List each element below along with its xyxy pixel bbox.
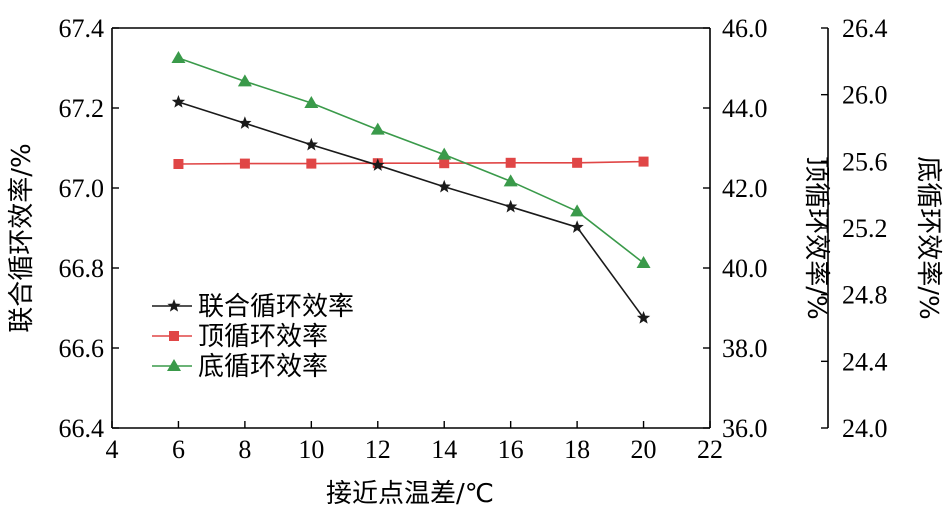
- data-point: [239, 158, 250, 169]
- x-tick-label: 18: [564, 435, 590, 464]
- x-tick-label: 10: [298, 435, 324, 464]
- left-y-tick-label: 67.2: [59, 94, 105, 123]
- data-point: [439, 158, 450, 169]
- series-line: [178, 101, 645, 319]
- data-point: [505, 157, 516, 168]
- series-layer: [171, 51, 651, 324]
- data-point: [304, 137, 318, 151]
- right-y-axis-title: 顶循环效率/%: [801, 156, 831, 319]
- outer-right-y-axis-title: 底循环效率/%: [913, 156, 943, 319]
- x-tick-label: 20: [631, 435, 657, 464]
- outer-right-y-tick-label: 25.2: [842, 214, 888, 243]
- data-point: [504, 199, 518, 213]
- legend-marker: [167, 299, 181, 312]
- outer-right-y-tick-label: 24.8: [842, 281, 888, 310]
- series-square: [173, 156, 649, 169]
- left-y-tick-label: 66.6: [59, 334, 105, 363]
- data-point: [237, 74, 252, 87]
- left-y-tick-label: 66.4: [59, 414, 105, 443]
- data-point: [437, 179, 451, 193]
- data-point: [437, 147, 452, 160]
- legend-item: 联合循环效率: [152, 292, 354, 322]
- data-point: [570, 204, 585, 217]
- data-point: [304, 96, 319, 108]
- right-y-tick-label: 38.0: [722, 334, 768, 363]
- outer-right-y-tick-label: 26.4: [842, 14, 888, 43]
- data-point: [636, 256, 651, 268]
- series-line: [178, 160, 644, 165]
- x-tick-label: 22: [697, 435, 723, 464]
- outer-right-y-tick-label: 26.0: [842, 81, 888, 110]
- data-point: [173, 159, 184, 169]
- left-y-tick-label: 67.4: [59, 14, 105, 43]
- data-point: [171, 95, 186, 108]
- right-y-tick-label: 36.0: [722, 414, 768, 443]
- data-point: [370, 122, 385, 135]
- data-point: [238, 116, 252, 129]
- data-point: [306, 158, 317, 169]
- series-triangle: [171, 51, 651, 268]
- x-tick-label: 4: [106, 435, 119, 464]
- legend-label: 顶循环效率: [198, 322, 328, 352]
- x-tick-label: 8: [238, 435, 251, 464]
- series-line: [178, 57, 645, 264]
- data-point: [171, 51, 186, 63]
- x-tick-label: 14: [431, 435, 457, 464]
- legend-marker: [169, 331, 179, 341]
- data-point: [572, 157, 583, 168]
- legend-label: 联合循环效率: [198, 292, 354, 322]
- data-point: [371, 158, 385, 171]
- axes-layer: 4 6 8 10 12 14 16 18 20 22 66.4 66.6 66.8 67.0 67.2 67.…: [7, 14, 943, 464]
- legend-item: 底循环效率: [152, 352, 328, 382]
- data-point: [570, 220, 584, 233]
- outer-right-y-tick-label: 25.6: [842, 147, 888, 176]
- right-y-tick-label: 46.0: [722, 14, 768, 43]
- x-tick-label: 12: [365, 435, 391, 464]
- left-y-tick-label: 66.8: [59, 254, 105, 283]
- outer-right-y-tick-label: 24.4: [842, 347, 888, 376]
- left-y-axis-title: 联合循环效率/%: [7, 143, 37, 332]
- right-y-tick-label: 40.0: [722, 254, 768, 283]
- right-y-tick-label: 44.0: [722, 94, 768, 123]
- left-y-tick-label: 67.0: [59, 174, 105, 203]
- data-point: [503, 174, 518, 187]
- data-point: [636, 311, 651, 324]
- outer-right-y-tick-label: 24.0: [842, 414, 888, 443]
- x-axis-title: 接近点温差/℃: [326, 479, 494, 509]
- legend-item: 顶循环效率: [152, 322, 328, 352]
- legend-label: 底循环效率: [198, 352, 328, 382]
- x-tick-label: 16: [498, 435, 524, 464]
- x-tick-label: 6: [172, 435, 185, 464]
- right-y-tick-label: 42.0: [722, 174, 768, 203]
- data-point: [638, 156, 649, 167]
- legend-marker: [167, 359, 181, 371]
- series-star: [171, 95, 651, 324]
